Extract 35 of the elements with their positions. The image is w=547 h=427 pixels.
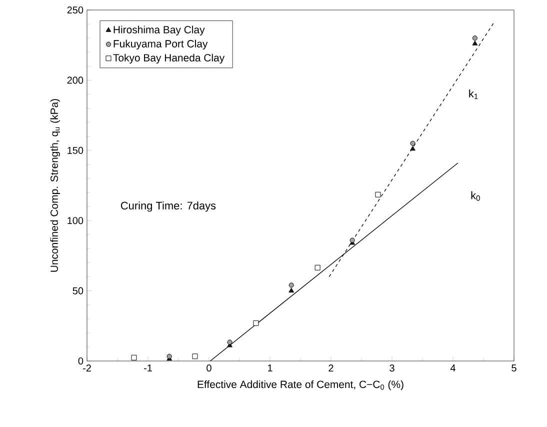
point	[472, 40, 478, 46]
x-tick-label: 2	[328, 364, 334, 372]
x-tick-label: 1	[268, 364, 272, 372]
x-axis-title: Effective Additive Rate of Cement, C−C$_{0}$ (%)	[198, 380, 404, 390]
x-tick-label: -1	[144, 364, 152, 372]
x-tick-label: 0	[206, 364, 212, 372]
point	[288, 282, 294, 288]
legend-label: Fukuyama Port Clay	[114, 40, 208, 50]
y-tick-label: 250	[67, 6, 84, 14]
point	[131, 354, 137, 360]
point	[410, 140, 416, 146]
y-tick-label: 150	[68, 146, 84, 154]
point	[192, 354, 198, 360]
annotation: Curing Time: 7days	[120, 201, 216, 212]
y-tick-label: 200	[67, 76, 84, 84]
point	[288, 288, 294, 292]
y-axis-title: Unconfined Comp. Strength, q$_{u}$ (kPa)	[50, 99, 60, 272]
x-tick-label: -2	[83, 364, 91, 372]
y-tick-label: 100	[68, 217, 84, 224]
y-tick-label: 50	[72, 287, 84, 294]
annotation: k$_{1}$	[469, 89, 478, 100]
point	[253, 320, 259, 326]
legend-label: Hiroshima Bay Clay	[114, 26, 205, 36]
x-tick-label: 3	[390, 364, 394, 372]
annotation: k$_{0}$	[471, 191, 480, 201]
point	[227, 340, 232, 345]
x-tick-label: 5	[512, 364, 516, 372]
point	[410, 146, 416, 151]
x-tick-label: 4	[450, 364, 456, 372]
legend-label: Tokyo Bay Haneda Clay	[113, 54, 225, 64]
point	[375, 192, 381, 198]
point	[472, 36, 478, 41]
y-tick-label: 0	[78, 357, 84, 365]
point	[314, 264, 320, 270]
point	[350, 238, 355, 243]
